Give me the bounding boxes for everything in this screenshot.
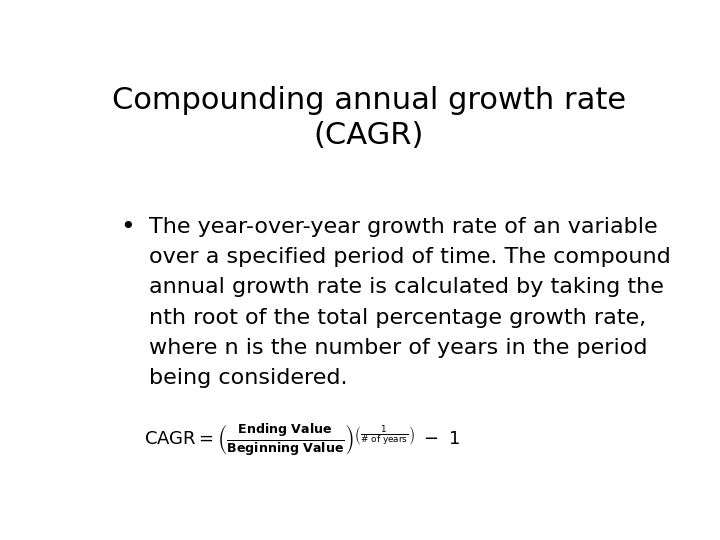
Text: Compounding annual growth rate
(CAGR): Compounding annual growth rate (CAGR): [112, 85, 626, 151]
Text: being considered.: being considered.: [148, 368, 347, 388]
Text: where n is the number of years in the period: where n is the number of years in the pe…: [148, 338, 647, 358]
Text: nth root of the total percentage growth rate,: nth root of the total percentage growth …: [148, 308, 646, 328]
Text: $\mathrm{CAGR} = \left( \frac{\mathbf{Ending\ Value}}{\mathbf{Beginning\ Value}}: $\mathrm{CAGR} = \left( \frac{\mathbf{En…: [144, 422, 460, 458]
Text: The year-over-year growth rate of an variable: The year-over-year growth rate of an var…: [148, 217, 657, 237]
Text: annual growth rate is calculated by taking the: annual growth rate is calculated by taki…: [148, 277, 663, 298]
Text: over a specified period of time. The compound: over a specified period of time. The com…: [148, 247, 670, 267]
Text: •: •: [121, 215, 135, 239]
